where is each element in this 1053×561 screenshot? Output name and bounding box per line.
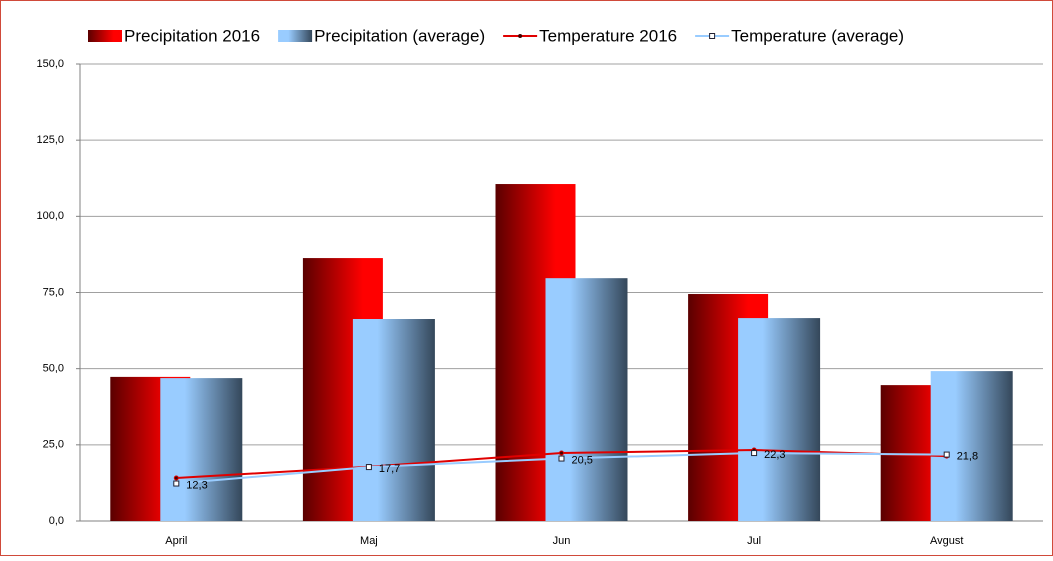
data-label: 12,3 (186, 479, 207, 491)
marker (751, 450, 758, 457)
y-tick-label: 100,0 (36, 210, 64, 222)
legend-swatch (88, 30, 122, 42)
y-tick-label: 50,0 (43, 363, 64, 375)
bar (738, 318, 821, 521)
y-tick-label: 125,0 (36, 134, 64, 146)
marker (559, 450, 564, 456)
data-label: 17,7 (379, 463, 400, 475)
bar (930, 371, 1013, 521)
y-tick-label: 0,0 (49, 515, 64, 527)
marker (943, 451, 950, 458)
data-label: 21,8 (957, 450, 978, 462)
legend-label: Precipitation (average) (314, 26, 485, 45)
marker (173, 480, 180, 487)
bar (545, 278, 628, 521)
x-tick-label: Avgust (930, 535, 963, 547)
marker (365, 464, 372, 471)
legend-label: Temperature (average) (731, 26, 904, 45)
data-label: 20,5 (572, 454, 593, 466)
y-tick-label: 25,0 (43, 439, 64, 451)
bar (352, 319, 435, 521)
legend-label: Precipitation 2016 (124, 26, 260, 45)
x-tick-label: Jul (747, 535, 761, 547)
legend-label: Temperature 2016 (539, 26, 677, 45)
y-tick-label: 150,0 (36, 58, 64, 70)
legend-marker (709, 33, 716, 39)
data-label: 22,3 (764, 449, 785, 461)
legend-marker (518, 34, 523, 38)
y-tick-label: 75,0 (43, 286, 64, 298)
bar (160, 378, 243, 521)
legend-swatch (278, 30, 313, 42)
marker (173, 475, 179, 481)
x-tick-label: Maj (360, 535, 378, 547)
x-tick-label: April (165, 535, 187, 547)
marker (558, 455, 565, 462)
x-tick-label: Jun (553, 535, 571, 547)
